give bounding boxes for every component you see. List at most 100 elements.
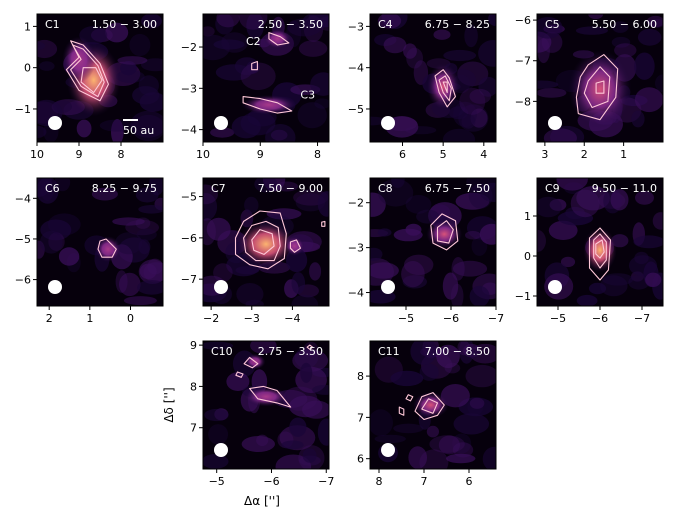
intensity-map <box>370 341 496 469</box>
noise-blob <box>275 454 312 469</box>
contour-line <box>65 40 109 102</box>
velocity-range-label: 2.75 − 3.50 <box>258 345 323 358</box>
x-tick-label: 8 <box>376 475 383 488</box>
noise-blob <box>240 62 276 91</box>
noise-blob <box>370 247 383 261</box>
noise-blob <box>216 14 240 28</box>
noise-blob <box>370 409 393 437</box>
x-tick-label: 5 <box>440 148 447 161</box>
y-tick-label: −7 <box>515 55 531 68</box>
noise-blob <box>393 423 424 434</box>
x-tick-label: 1 <box>86 312 93 325</box>
noise-blob <box>634 52 655 80</box>
noise-blob <box>391 178 405 188</box>
noise-blob <box>40 219 72 241</box>
noise-blob <box>488 14 496 26</box>
noise-blob <box>451 257 465 281</box>
contour-line <box>438 75 452 102</box>
noise-blob <box>238 14 268 30</box>
panel-frame <box>36 177 164 307</box>
noise-blob <box>203 193 218 221</box>
panel-frame <box>36 13 164 143</box>
noise-blob <box>119 272 141 297</box>
noise-blob <box>556 178 588 191</box>
panel-label: C9 <box>545 182 560 195</box>
noise-blob <box>132 86 160 105</box>
noise-blob <box>310 72 329 96</box>
velocity-range-label: 1.50 − 3.00 <box>92 18 157 31</box>
noise-blob <box>637 28 662 46</box>
x-tick-label: −5 <box>398 312 414 325</box>
panel-frame <box>536 13 664 143</box>
noise-blob <box>234 57 259 75</box>
panel-label: C4 <box>378 18 393 31</box>
noise-blob <box>317 191 329 217</box>
panel-frame <box>202 340 330 470</box>
x-tick-label: −2 <box>203 312 219 325</box>
noise-blob <box>297 102 327 129</box>
noise-blob <box>469 88 491 104</box>
panel-label: C1 <box>45 18 60 31</box>
y-tick-label: 1 <box>524 210 531 223</box>
noise-blob <box>256 434 269 446</box>
noise-blob <box>655 74 663 93</box>
x-tick-label: −7 <box>318 475 334 488</box>
contour-line <box>588 227 612 281</box>
noise-blob <box>408 446 428 469</box>
y-tick-label: −5 <box>15 233 31 246</box>
noise-blob <box>479 223 496 245</box>
noise-blob <box>452 433 472 454</box>
noise-blob <box>203 34 230 61</box>
y-tick-label: 0 <box>24 62 31 75</box>
noise-blob <box>244 196 259 214</box>
emission-source <box>244 386 288 407</box>
source-annotation: C2 <box>246 35 261 48</box>
velocity-range-label: 6.75 − 8.25 <box>425 18 490 31</box>
y-tick-label: −4 <box>181 124 197 137</box>
noise-blob <box>383 36 407 54</box>
noise-blob <box>246 14 264 39</box>
beam-marker <box>381 280 395 294</box>
noise-blob <box>635 190 654 205</box>
emission-source <box>241 94 297 115</box>
contour-line <box>595 239 605 259</box>
noise-blob <box>37 125 47 138</box>
contour-line <box>593 233 607 269</box>
y-tick-label: −3 <box>181 82 197 95</box>
noise-blob <box>210 127 235 138</box>
contour-line <box>243 220 281 262</box>
panel-C6: C6 8.25 − 9.75 2 1 0 −4 −5 −6 <box>15 177 164 325</box>
y-tick-label: −8 <box>515 95 531 108</box>
contour-line <box>434 69 456 108</box>
noise-blob <box>99 119 134 132</box>
noise-blob <box>452 442 474 458</box>
noise-blob <box>478 40 496 67</box>
noise-blob <box>226 372 250 391</box>
noise-blob <box>298 40 328 57</box>
noise-blob <box>449 106 469 120</box>
noise-blob <box>457 61 489 87</box>
noise-blob <box>221 32 249 53</box>
x-tick-label: 1 <box>620 148 627 161</box>
y-tick-label: −2 <box>181 41 197 54</box>
noise-blob <box>612 21 629 33</box>
noise-blob <box>436 344 460 369</box>
noise-blob <box>377 179 414 207</box>
y-tick-label: 8 <box>357 370 364 383</box>
noise-blob <box>465 364 496 388</box>
noise-blob <box>467 398 484 416</box>
noise-blob <box>314 98 329 109</box>
noise-blob <box>370 192 386 217</box>
noise-blob <box>136 228 157 241</box>
noise-blob <box>537 229 546 253</box>
y-tick-label: −4 <box>348 287 364 300</box>
y-tick-label: −1 <box>515 290 531 303</box>
x-tick-label: −5 <box>550 312 566 325</box>
contour-line <box>243 356 259 369</box>
noise-blob <box>631 110 645 128</box>
emission-source <box>263 28 292 49</box>
noise-blob <box>266 208 302 220</box>
x-tick-label: −7 <box>488 312 504 325</box>
noise-blob <box>241 436 275 452</box>
